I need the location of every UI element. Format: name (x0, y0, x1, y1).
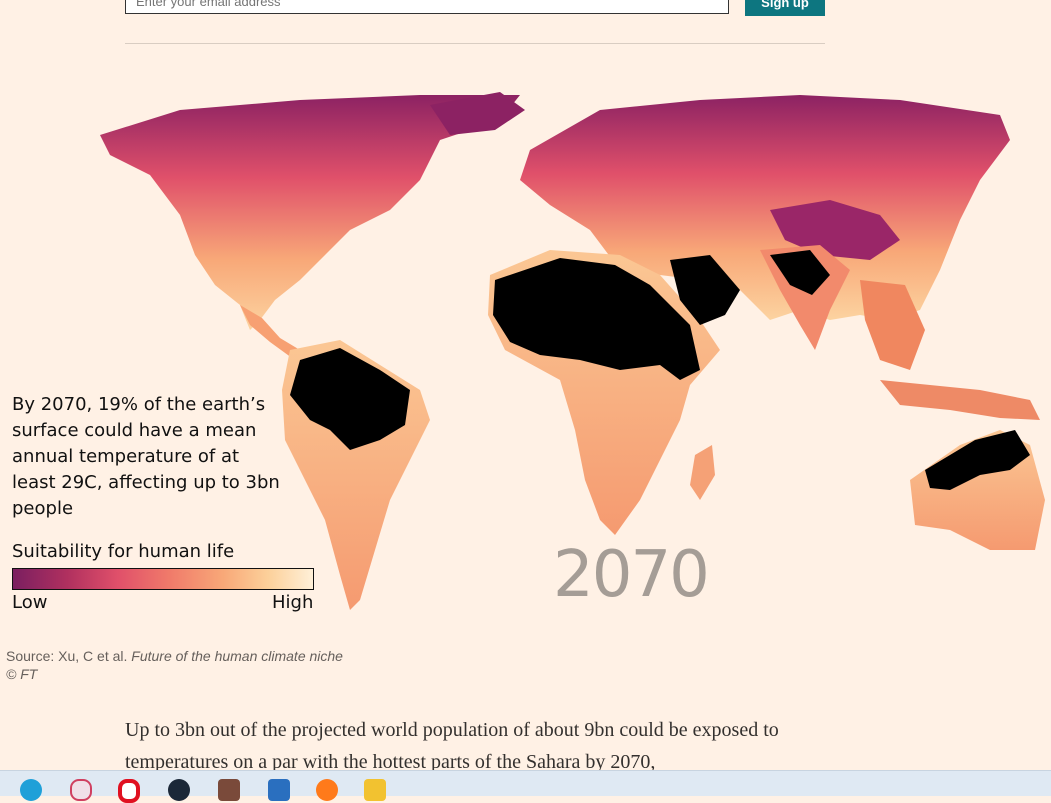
greenland (430, 92, 525, 135)
copyright: © FT (6, 666, 38, 682)
eurasia (520, 95, 1010, 320)
email-field[interactable] (125, 0, 729, 14)
indonesia (880, 380, 1040, 420)
folder-icon[interactable] (364, 779, 386, 801)
central-america (240, 305, 300, 358)
central-asia-low-zone (770, 200, 900, 260)
legend-low-label: Low (12, 592, 48, 613)
newsletter-signup: Sign up (125, 0, 825, 16)
taskbar (0, 770, 1051, 803)
mail-icon[interactable] (268, 779, 290, 801)
world-suitability-map (100, 92, 1045, 610)
source-credit: Source: Xu, C et al. Future of the human… (6, 647, 343, 665)
sahara-extreme-zone (493, 258, 700, 380)
arabia-extreme-zone (670, 255, 740, 325)
opera-icon[interactable] (118, 779, 140, 803)
divider (125, 43, 825, 44)
year-label: 2070 (553, 538, 710, 612)
steam-icon[interactable] (168, 779, 190, 801)
australia-extreme-zone (925, 430, 1030, 490)
southeast-asia (860, 280, 925, 370)
legend-title: Suitability for human life (12, 541, 235, 562)
amazon-extreme-zone (290, 348, 410, 450)
india-extreme-zone (770, 250, 830, 295)
photo-icon[interactable] (218, 779, 240, 801)
signup-button[interactable]: Sign up (745, 0, 825, 16)
source-prefix: Source: Xu, C et al. (6, 648, 132, 664)
madagascar (690, 445, 715, 500)
paint-icon[interactable] (70, 779, 92, 801)
north-america (100, 95, 520, 330)
article-paragraph: Up to 3bn out of the projected world pop… (125, 719, 779, 773)
firefox-icon[interactable] (316, 779, 338, 801)
edge-icon[interactable] (20, 779, 42, 801)
legend-high-label: High (272, 592, 314, 613)
legend-color-scale (12, 568, 314, 590)
source-title: Future of the human climate niche (131, 648, 343, 664)
map-caption: By 2070, 19% of the earth’s surface coul… (12, 394, 280, 519)
